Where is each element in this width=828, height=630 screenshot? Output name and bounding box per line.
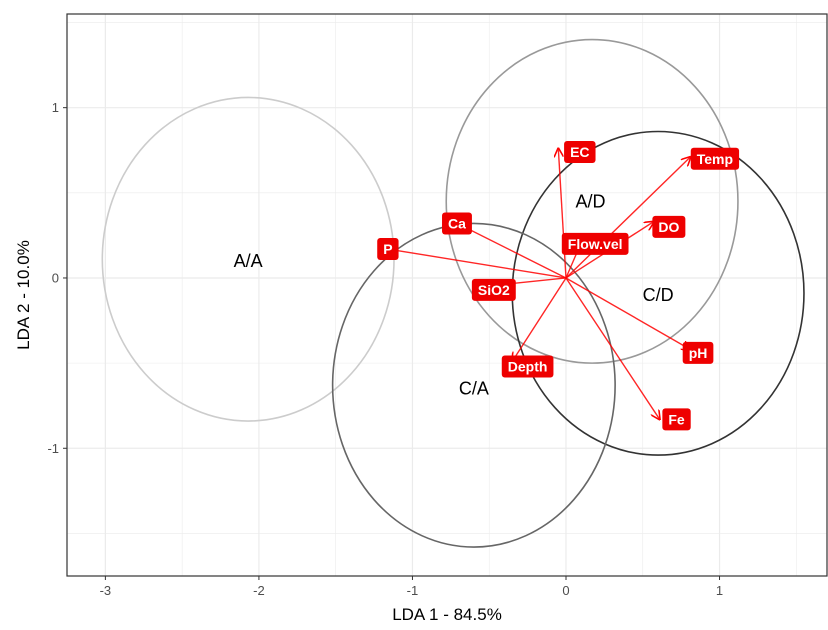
var-label-box-sio2 [471, 278, 516, 301]
var-label-depth: Depth [501, 355, 554, 378]
arrow-fe [565, 277, 660, 419]
y-tick-label: -1 [47, 441, 59, 456]
var-label-box-fe [662, 408, 691, 431]
var-label-p: P [377, 238, 399, 261]
y-tick-label: 0 [52, 270, 59, 285]
panel-border [66, 13, 828, 577]
var-label-text-p: P [383, 241, 392, 257]
arrow-ph [565, 277, 690, 350]
var-label-box-p [377, 238, 399, 261]
y-tick-label: 1 [52, 100, 59, 115]
var-label-box-depth [501, 355, 554, 378]
y-axis-title: LDA 2 - 10.0% [14, 240, 33, 350]
var-label-text-do: DO [658, 219, 679, 235]
var-label-sio2: SiO2 [471, 278, 516, 301]
x-tick-label: 1 [716, 583, 723, 598]
arrow-p [388, 249, 567, 279]
var-label-text-ph: pH [689, 345, 708, 361]
group-labels: A/A A/D C/D C/A [234, 191, 674, 398]
var-label-box-ph [682, 341, 714, 364]
group-label-c-a: C/A [459, 379, 489, 399]
axis-ticks: -3 -2 -1 0 1 -1 0 1 [47, 100, 723, 598]
var-label-text-fe: Fe [668, 411, 685, 427]
var-label-text-temp: Temp [697, 151, 733, 167]
x-tick-label: -2 [253, 583, 265, 598]
var-label-text-ec: EC [570, 144, 589, 160]
var-label-ca: Ca [442, 212, 472, 235]
arrow-temp [565, 157, 690, 279]
ellipse-a-d [445, 38, 739, 364]
group-label-a-d: A/D [576, 191, 606, 211]
ellipse-c-a [331, 222, 616, 548]
var-label-temp: Temp [690, 147, 740, 170]
var-label-box-temp [690, 147, 740, 170]
x-axis-title: LDA 1 - 84.5% [392, 605, 502, 624]
arrow-ca [454, 222, 567, 279]
variable-labels: EC Temp Ca DO P Flow.vel SiO2 pH Depth Fe [377, 140, 740, 431]
var-label-flow-vel: Flow.vel [561, 232, 629, 255]
grid-lines [67, 14, 827, 576]
group-label-c-d: C/D [643, 285, 674, 305]
arrow-ec [558, 149, 567, 279]
x-tick-label: -1 [407, 583, 419, 598]
var-label-fe: Fe [662, 408, 691, 431]
var-label-ec: EC [564, 140, 596, 163]
var-label-text-flow-vel: Flow.vel [568, 236, 623, 252]
var-label-do: DO [652, 215, 686, 238]
group-label-a-a: A/A [234, 251, 263, 271]
var-label-ph: pH [682, 341, 714, 364]
var-label-text-depth: Depth [508, 359, 548, 375]
var-label-text-sio2: SiO2 [478, 282, 510, 298]
var-label-box-do [652, 215, 686, 238]
var-label-box-ca [442, 212, 472, 235]
x-tick-label: 0 [562, 583, 569, 598]
var-label-text-ca: Ca [448, 215, 466, 231]
var-label-box-ec [564, 140, 596, 163]
var-label-box-flow-vel [561, 232, 629, 255]
arrow-depth [512, 277, 567, 361]
x-tick-label: -3 [100, 583, 112, 598]
